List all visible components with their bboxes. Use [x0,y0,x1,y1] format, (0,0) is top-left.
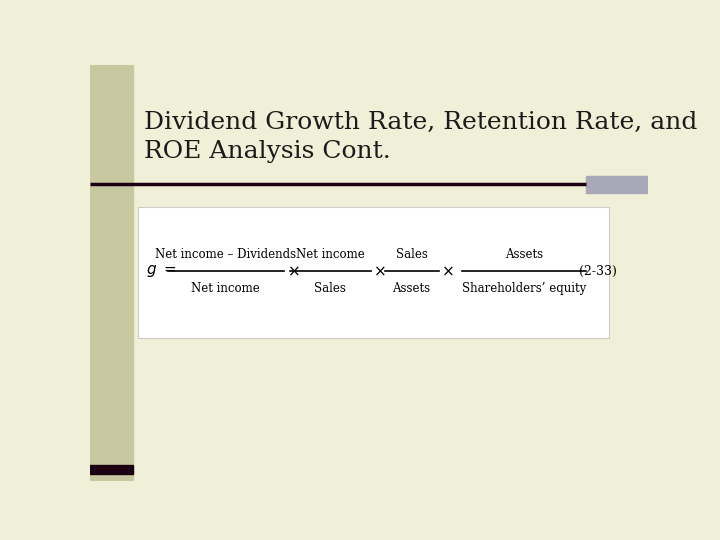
Text: Assets: Assets [505,248,543,261]
Text: Net income – Dividends: Net income – Dividends [155,248,296,261]
Text: Net income: Net income [192,281,260,295]
Text: (2-33): (2-33) [579,265,616,278]
Bar [90,465,132,475]
FancyBboxPatch shape [138,207,609,338]
Text: $\times$: $\times$ [373,264,385,278]
Text: $g\ =$: $g\ =$ [145,263,176,279]
Bar [586,177,648,193]
Text: Sales: Sales [315,281,346,295]
Bar [90,65,132,481]
Text: Dividend Growth Rate, Retention Rate, and
ROE Analysis Cont.: Dividend Growth Rate, Retention Rate, an… [144,111,698,163]
Text: Sales: Sales [396,248,428,261]
Text: $\times$: $\times$ [441,264,454,278]
Text: Shareholders’ equity: Shareholders’ equity [462,281,586,295]
Text: $\times$: $\times$ [287,264,300,278]
Text: Net income: Net income [296,248,364,261]
Text: Assets: Assets [392,281,431,295]
